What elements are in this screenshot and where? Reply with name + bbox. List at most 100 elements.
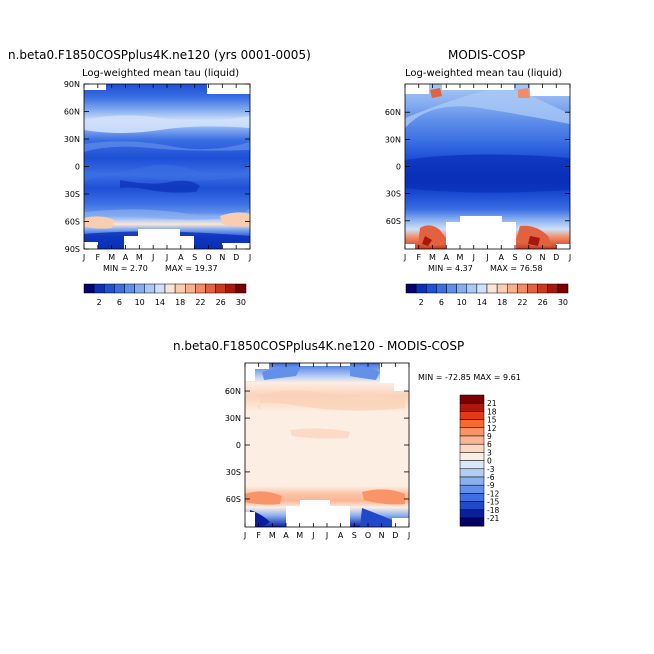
x-tick-label: F bbox=[96, 253, 101, 262]
colorbar-label: -9 bbox=[487, 481, 495, 490]
x-tick-label: M bbox=[429, 253, 436, 262]
y-tick-label: 30S bbox=[226, 468, 241, 477]
panel3-mask bbox=[392, 518, 409, 527]
y-tick-label: 30N bbox=[385, 135, 401, 144]
x-tick-label: N bbox=[379, 531, 385, 540]
colorbar-swatch bbox=[459, 493, 485, 502]
colorbar-swatch bbox=[507, 283, 518, 294]
colorbar-swatch bbox=[459, 443, 485, 453]
panel3-band bbox=[262, 367, 300, 380]
y-tick-label: 0 bbox=[75, 163, 80, 172]
colorbar-swatch bbox=[459, 452, 485, 461]
colorbar-label: 14 bbox=[477, 298, 487, 307]
panel2-band bbox=[422, 236, 432, 246]
x-tick-label: O bbox=[365, 531, 371, 540]
x-tick-label: O bbox=[526, 253, 532, 262]
colorbar-label: 2 bbox=[419, 298, 424, 307]
panel2-max: MAX = 76.58 bbox=[490, 264, 543, 273]
x-tick-label: J bbox=[568, 253, 571, 262]
colorbar-swatch bbox=[436, 283, 447, 294]
y-tick-label: 90N bbox=[64, 80, 80, 89]
colorbar-label: 9 bbox=[487, 432, 492, 441]
panel1-band bbox=[84, 208, 250, 220]
panel3-mask bbox=[300, 363, 350, 366]
colorbar-swatch bbox=[459, 484, 485, 494]
colorbar-label: 26 bbox=[538, 298, 548, 307]
x-tick-label: A bbox=[444, 253, 450, 262]
colorbar-swatch bbox=[557, 283, 569, 294]
x-tick-label: M bbox=[108, 253, 115, 262]
colorbar-label: 6 bbox=[117, 298, 122, 307]
colorbar-swatch bbox=[527, 283, 538, 294]
colorbar-label: 15 bbox=[487, 416, 497, 425]
colorbar-label: 18 bbox=[175, 298, 185, 307]
panel2-mask bbox=[405, 84, 429, 94]
panel3-mask bbox=[380, 363, 409, 383]
panel2-band bbox=[516, 225, 552, 247]
colorbar-swatch bbox=[459, 394, 485, 404]
colorbar-swatch bbox=[459, 509, 485, 519]
x-tick-label: J bbox=[407, 531, 410, 540]
colorbar-swatch bbox=[547, 283, 559, 294]
colorbar-swatch bbox=[496, 283, 508, 294]
colorbar-swatch bbox=[134, 283, 145, 294]
panel3-stats: MIN = -72.85 MAX = 9.61 bbox=[418, 373, 521, 382]
x-tick-label: N bbox=[540, 253, 546, 262]
y-tick-label: 0 bbox=[396, 163, 401, 172]
colorbar-label: 10 bbox=[457, 298, 467, 307]
panel2-band bbox=[405, 154, 570, 193]
colorbar-label: 3 bbox=[487, 448, 492, 457]
panel2-mask bbox=[530, 84, 570, 96]
x-tick-label: A bbox=[178, 253, 184, 262]
y-tick-label: 30S bbox=[65, 190, 80, 199]
colorbar-label: 10 bbox=[135, 298, 145, 307]
x-tick-label: O bbox=[205, 253, 211, 262]
panel1-mask bbox=[180, 236, 194, 249]
x-tick-label: S bbox=[512, 253, 517, 262]
y-tick-label: 60S bbox=[226, 495, 241, 504]
panel2-mask bbox=[442, 84, 514, 90]
y-tick-label: 30N bbox=[64, 135, 80, 144]
panel2-mask bbox=[446, 222, 516, 249]
x-tick-label: S bbox=[192, 253, 197, 262]
x-tick-label: S bbox=[352, 531, 357, 540]
panel2-mask bbox=[556, 244, 570, 249]
panel1-mask bbox=[124, 236, 138, 249]
colorbar-label: 21 bbox=[487, 399, 497, 408]
colorbar-label: 30 bbox=[236, 298, 246, 307]
x-tick-label: M bbox=[296, 531, 303, 540]
colorbar-swatch bbox=[104, 283, 115, 294]
y-tick-label: 60N bbox=[385, 108, 401, 117]
colorbar-swatch bbox=[215, 283, 226, 294]
colorbar-swatch bbox=[459, 402, 485, 412]
y-tick-label: 60S bbox=[65, 218, 80, 227]
panel2-colorbar: 2 6 10 14 18 22 26 30 bbox=[405, 283, 569, 307]
colorbar-swatch bbox=[466, 283, 478, 294]
panel3-mask bbox=[286, 506, 350, 527]
y-tick-label: 30N bbox=[225, 414, 241, 423]
colorbar-swatch bbox=[446, 283, 457, 294]
colorbar-label: 14 bbox=[155, 298, 165, 307]
x-tick-label: J bbox=[82, 253, 85, 262]
colorbar-swatch bbox=[144, 283, 156, 294]
x-tick-label: J bbox=[472, 253, 475, 262]
panel3-mask bbox=[300, 500, 330, 508]
panel2-mask bbox=[460, 216, 502, 224]
x-tick-label: M bbox=[457, 253, 464, 262]
y-tick-label: 60N bbox=[225, 387, 241, 396]
colorbar-label: 6 bbox=[439, 298, 444, 307]
colorbar-swatch bbox=[195, 283, 206, 294]
colorbar-swatch bbox=[93, 283, 105, 294]
colorbar-swatch bbox=[426, 283, 437, 294]
panel3-band bbox=[290, 428, 350, 439]
colorbar-label: 26 bbox=[216, 298, 226, 307]
panel2-band bbox=[405, 89, 570, 128]
x-tick-label: A bbox=[123, 253, 129, 262]
colorbar-label: 12 bbox=[487, 424, 497, 433]
x-tick-label: A bbox=[283, 531, 289, 540]
panel3-title: n.beta0.F1850COSPplus4K.ne120 - MODIS-CO… bbox=[173, 339, 465, 353]
colorbar-label: 2 bbox=[97, 298, 102, 307]
colorbar-label: -6 bbox=[487, 473, 495, 482]
